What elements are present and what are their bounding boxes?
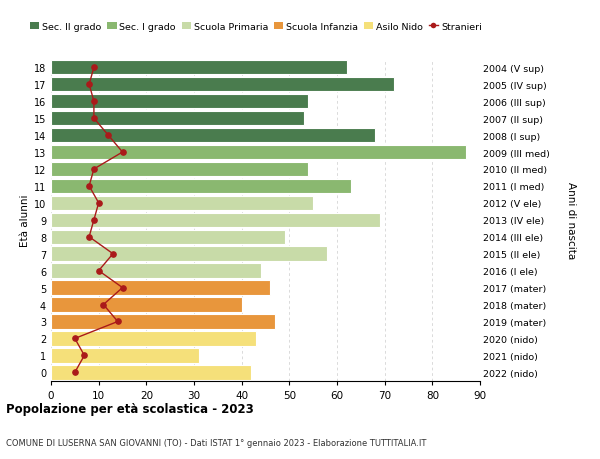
Bar (51, 129, 375, 143)
Bar (51, 179, 352, 194)
Bar (51, 61, 347, 75)
Bar (51, 162, 308, 177)
Bar (51, 146, 466, 160)
Y-axis label: Anni di nascita: Anni di nascita (566, 182, 577, 259)
Text: Popolazione per età scolastica - 2023: Popolazione per età scolastica - 2023 (6, 403, 254, 415)
Bar (51, 213, 380, 228)
Bar (51, 298, 242, 312)
Bar (51, 365, 251, 380)
Bar (51, 78, 394, 92)
Bar (51, 95, 308, 109)
Bar (51, 264, 261, 278)
Y-axis label: Età alunni: Età alunni (20, 194, 29, 246)
Bar (51, 247, 328, 261)
Bar (51, 196, 313, 211)
Text: COMUNE DI LUSERNA SAN GIOVANNI (TO) - Dati ISTAT 1° gennaio 2023 - Elaborazione : COMUNE DI LUSERNA SAN GIOVANNI (TO) - Da… (6, 438, 427, 448)
Bar (51, 281, 270, 295)
Legend: Sec. II grado, Sec. I grado, Scuola Primaria, Scuola Infanzia, Asilo Nido, Stran: Sec. II grado, Sec. I grado, Scuola Prim… (30, 22, 482, 32)
Bar (51, 331, 256, 346)
Bar (51, 314, 275, 329)
Bar (51, 348, 199, 363)
Bar (51, 112, 304, 126)
Bar (51, 230, 284, 244)
